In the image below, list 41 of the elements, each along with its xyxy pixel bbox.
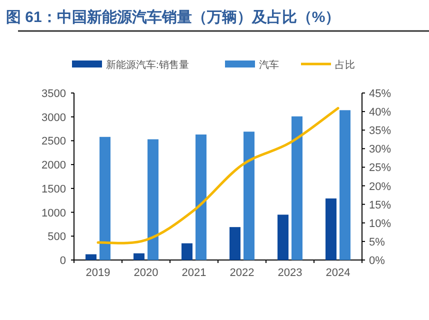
y2-tick-label: 40%	[369, 106, 392, 119]
y2-tick-label: 5%	[369, 236, 386, 248]
bar	[182, 243, 192, 260]
y-tick-label: 3500	[42, 88, 66, 100]
bar	[196, 134, 206, 260]
y2-tick-label: 25%	[369, 162, 392, 174]
x-tick-label: 2020	[134, 267, 158, 279]
y-tick-label: 1000	[42, 207, 66, 220]
bar	[326, 198, 336, 260]
bar	[100, 136, 110, 260]
y2-tick-label: 20%	[369, 180, 392, 193]
x-tick-label: 2024	[326, 267, 350, 279]
chart-title: 图 61：中国新能源汽车销量（万辆）及占比（%）	[6, 8, 340, 26]
bar	[292, 116, 302, 260]
y-tick-label: 2000	[42, 160, 66, 172]
bar	[230, 227, 240, 260]
legend-label: 新能源汽车:销售量	[106, 59, 189, 71]
bar	[134, 253, 144, 260]
y-tick-label: 0	[60, 255, 66, 267]
bar	[340, 110, 350, 260]
y-tick-label: 500	[48, 231, 66, 244]
y-tick-label: 3000	[42, 112, 66, 124]
legend-label: 汽车	[259, 59, 279, 71]
bar	[244, 132, 254, 260]
y-tick-label: 1500	[42, 183, 66, 196]
x-tick-label: 2019	[86, 267, 110, 279]
legend-label: 占比	[335, 59, 355, 71]
y2-tick-label: 15%	[369, 199, 392, 212]
bar	[86, 254, 96, 260]
y2-tick-label: 45%	[369, 88, 392, 100]
y2-tick-label: 0%	[369, 255, 386, 267]
y-tick-label: 2500	[42, 136, 66, 148]
x-tick-label: 2022	[230, 267, 254, 279]
y2-tick-label: 35%	[369, 125, 392, 138]
bar	[278, 214, 288, 260]
x-tick-label: 2021	[182, 267, 206, 279]
y2-tick-label: 10%	[369, 218, 392, 230]
line-series	[96, 106, 340, 244]
y2-tick-label: 30%	[369, 144, 392, 156]
bar	[148, 139, 158, 260]
x-tick-label: 2023	[278, 267, 302, 279]
